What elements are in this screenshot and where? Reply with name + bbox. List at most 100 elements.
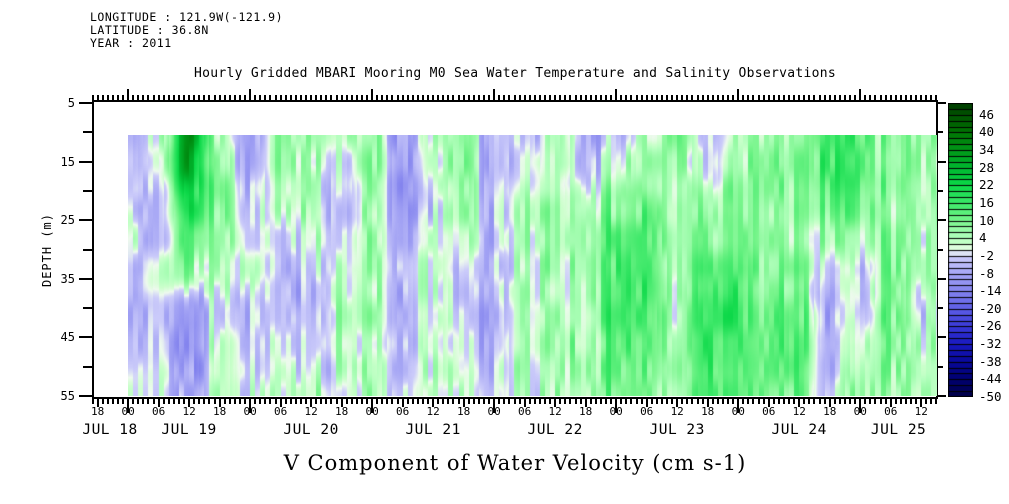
x-axis-top-tick <box>849 95 852 100</box>
x-axis-minor-tick <box>899 399 902 404</box>
x-axis-hour-tick <box>96 399 99 407</box>
x-axis-minor-tick <box>198 399 201 404</box>
x-axis-top-tick <box>605 95 608 100</box>
x-axis-top-tick <box>183 95 186 100</box>
x-axis-top-tick <box>442 95 445 100</box>
x-axis-top-tick <box>503 95 506 100</box>
x-axis-minor-tick <box>544 399 546 404</box>
x-axis-minor-tick <box>660 399 663 404</box>
x-axis-top-tick <box>599 95 602 100</box>
x-axis-minor-tick <box>884 399 887 404</box>
y-axis-tick-label: 55 <box>60 389 75 403</box>
x-axis-top-tick <box>727 95 730 100</box>
x-axis-minor-tick <box>620 399 623 404</box>
x-axis-minor-tick <box>345 399 348 404</box>
x-axis-top-tick <box>223 95 226 100</box>
x-axis-top-tick <box>91 95 94 100</box>
x-axis-minor-tick <box>315 399 318 404</box>
x-axis-hour-tick <box>401 399 404 407</box>
colorbar-tick-label: 28 <box>979 159 995 175</box>
x-axis-hour-label: 00 <box>243 405 257 418</box>
x-axis-top-tick <box>721 95 724 100</box>
x-axis-hour-tick <box>828 399 831 407</box>
x-axis-top-tick <box>833 95 836 100</box>
x-axis-top-tick <box>244 95 247 100</box>
x-axis-top-tick <box>549 95 552 100</box>
x-axis-hour-label: 18 <box>579 405 593 418</box>
x-axis-top-tick <box>747 95 750 100</box>
x-axis-hour-tick <box>279 399 282 407</box>
x-axis-top-tick <box>142 95 145 100</box>
x-axis-top-tick <box>782 95 785 100</box>
x-axis-top-tick <box>391 95 394 100</box>
x-axis-hour-tick <box>767 399 770 407</box>
x-axis-minor-tick <box>376 399 379 404</box>
x-axis-top-tick <box>894 95 897 100</box>
x-axis-minor-tick <box>752 399 755 404</box>
y-axis-right-minor-tick <box>937 365 943 368</box>
metadata-header: LONGITUDE : 121.9W(-121.9) LATITUDE : 36… <box>90 11 283 50</box>
x-axis-top-tick <box>162 95 165 100</box>
x-axis-minor-tick <box>666 399 669 404</box>
x-axis-minor-tick <box>589 399 592 404</box>
x-axis-minor-tick <box>284 399 287 404</box>
x-axis-date-label: JUL 25 <box>870 422 927 438</box>
x-axis-top-tick <box>106 95 109 100</box>
x-axis-minor-tick <box>635 399 638 404</box>
x-axis-minor-tick <box>122 399 124 404</box>
y-axis-major-tick <box>79 336 92 339</box>
x-axis-top-tick <box>427 95 430 100</box>
latitude-label: LATITUDE : 36.8N <box>90 23 209 37</box>
x-axis-top-tick <box>437 95 440 100</box>
x-axis-minor-tick <box>193 399 196 404</box>
x-axis-hour-tick <box>462 399 465 407</box>
x-axis-hour-label: 00 <box>121 405 135 418</box>
x-axis-top-tick <box>116 95 119 100</box>
x-axis-top-tick <box>676 95 679 100</box>
x-axis-top-tick <box>574 95 577 100</box>
x-axis-top-tick <box>193 95 196 100</box>
x-axis-top-tick <box>742 95 745 100</box>
x-axis-top-tick <box>315 95 318 100</box>
x-axis-top-tick <box>386 95 389 100</box>
x-axis-minor-tick <box>869 399 872 404</box>
x-axis-hour-label: 12 <box>182 405 196 418</box>
x-axis-top-tick <box>925 95 928 100</box>
x-axis-top-tick <box>122 95 124 100</box>
x-axis-minor-tick <box>533 399 536 404</box>
x-axis-top-tick <box>416 95 419 100</box>
x-axis-minor-tick <box>264 399 267 404</box>
colorbar-tick-label: 16 <box>979 194 995 210</box>
x-axis-minor-tick <box>116 399 119 404</box>
x-axis-minor-tick <box>788 399 791 404</box>
x-axis-minor-tick <box>838 399 841 404</box>
y-axis-right-tick <box>937 102 946 104</box>
colorbar-tick-label: -8 <box>979 265 995 281</box>
x-axis-minor-tick <box>467 399 470 404</box>
x-axis-minor-tick <box>488 399 491 404</box>
x-axis-minor-tick <box>518 399 521 404</box>
x-axis-date-label: JUL 24 <box>771 422 827 438</box>
x-axis-minor-tick <box>416 399 419 404</box>
colorbar-tick-label: 10 <box>979 212 995 228</box>
y-axis-tick-label: 35 <box>60 271 75 286</box>
x-axis-top-tick <box>630 95 633 100</box>
colorbar <box>948 103 973 397</box>
x-axis-minor-tick <box>421 399 424 404</box>
x-axis-minor-tick <box>254 399 257 404</box>
y-axis-title: DEPTH (m) <box>40 212 54 288</box>
x-axis-minor-tick <box>935 399 938 404</box>
y-axis-tick-label: 5 <box>67 96 75 110</box>
x-axis-top-tick <box>579 95 582 100</box>
x-axis-top-tick <box>701 95 704 100</box>
x-axis-top-tick <box>366 95 369 100</box>
x-axis-top-tick <box>401 95 404 100</box>
x-axis-minor-tick <box>259 399 262 404</box>
x-axis-minor-tick <box>915 399 918 404</box>
colorbar-tick-label: 34 <box>979 142 995 158</box>
x-axis-top-tick <box>777 95 780 100</box>
x-axis-top-tick <box>671 95 674 100</box>
x-axis-minor-tick <box>137 399 140 404</box>
x-axis-top-tick <box>508 95 511 100</box>
x-axis-minor-tick <box>808 399 811 404</box>
